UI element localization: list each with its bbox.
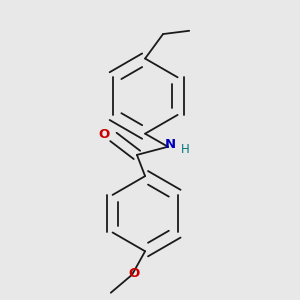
Text: O: O [128, 267, 139, 280]
Text: H: H [181, 143, 189, 157]
Text: N: N [165, 138, 176, 151]
Text: O: O [99, 128, 110, 141]
